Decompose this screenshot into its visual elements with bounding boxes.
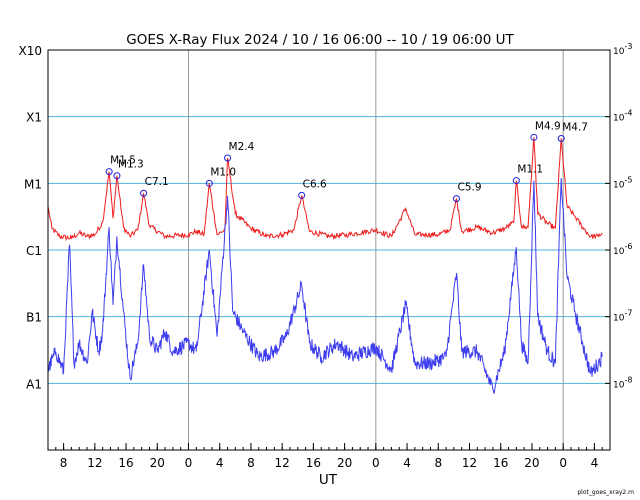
flare-label: M4.9 bbox=[535, 120, 561, 132]
x-tick-label: 20 bbox=[150, 456, 165, 470]
x-tick-label: 20 bbox=[337, 456, 352, 470]
x-tick-label: 4 bbox=[403, 456, 411, 470]
plot-credit: plot_goes_xray2.m bbox=[577, 489, 634, 496]
flare-label: M1.5 bbox=[110, 155, 136, 167]
flare-marker bbox=[512, 177, 520, 185]
right-tick-label: 10-5 bbox=[613, 175, 632, 190]
axes: X10 X1 M1 C1 B1 A1 10-3 10-4 10-5 10-6 10-7 10-8 8 12… bbox=[19, 42, 633, 470]
flare-marker bbox=[557, 135, 565, 143]
flare-label: C7.1 bbox=[145, 176, 169, 188]
flare-marker bbox=[530, 133, 538, 141]
flare-label: M2.4 bbox=[229, 141, 255, 153]
flare-marker bbox=[298, 191, 306, 199]
left-tick-label: X1 bbox=[26, 111, 42, 125]
left-tick-label: B1 bbox=[26, 311, 42, 325]
x-tick-label: 12 bbox=[87, 456, 102, 470]
x-tick-label: 4 bbox=[591, 456, 599, 470]
left-tick-label: C1 bbox=[26, 244, 42, 258]
x-tick-label: 8 bbox=[247, 456, 255, 470]
x-tick-label: 0 bbox=[185, 456, 193, 470]
x-tick-label: 4 bbox=[216, 456, 224, 470]
flare-marker bbox=[224, 154, 232, 162]
right-tick-label: 10-3 bbox=[613, 42, 632, 57]
right-tick-label: 10-7 bbox=[613, 309, 632, 324]
x-tick-label: 12 bbox=[462, 456, 477, 470]
left-tick-label: A1 bbox=[26, 377, 42, 391]
flare-marker bbox=[452, 195, 460, 203]
x-tick-label: 16 bbox=[118, 456, 133, 470]
right-tick-label: 10-6 bbox=[613, 242, 632, 257]
flare-label: M1.0 bbox=[210, 166, 236, 178]
series-layer bbox=[47, 137, 603, 394]
x-tick-label: 20 bbox=[524, 456, 539, 470]
chart-title: GOES X-Ray Flux 2024 / 10 / 16 06:00 -- … bbox=[126, 32, 514, 48]
flare-label: M1.3 bbox=[118, 159, 144, 171]
series-line bbox=[47, 178, 603, 394]
flare-marker bbox=[113, 172, 121, 180]
flare-label: M4.7 bbox=[562, 122, 588, 134]
flare-marker bbox=[205, 179, 213, 187]
x-axis-label: UT bbox=[319, 472, 338, 488]
x-tick-label: 16 bbox=[493, 456, 508, 470]
flare-marker bbox=[105, 168, 113, 176]
flare-marker bbox=[140, 189, 148, 197]
flare-label: C6.6 bbox=[303, 178, 327, 190]
x-tick-label: 0 bbox=[559, 456, 567, 470]
right-tick-label: 10-8 bbox=[613, 375, 632, 390]
right-tick-label: 10-4 bbox=[613, 109, 632, 124]
grid-layer bbox=[48, 50, 610, 450]
x-tick-label: 8 bbox=[434, 456, 442, 470]
flare-label: C5.9 bbox=[457, 182, 481, 194]
series-line bbox=[47, 137, 603, 242]
flare-markers: M1.5M1.3C7.1 M1.0 M2.4 C6.6 C5.9 M1.1 M4.9 M4.7 bbox=[105, 120, 588, 203]
x-tick-label: 12 bbox=[275, 456, 290, 470]
left-tick-label: M1 bbox=[24, 177, 42, 191]
x-tick-label: 0 bbox=[372, 456, 380, 470]
left-tick-label: X10 bbox=[19, 44, 43, 58]
flare-label: M1.1 bbox=[517, 164, 543, 176]
x-tick-label: 8 bbox=[60, 456, 68, 470]
x-tick-label: 16 bbox=[306, 456, 321, 470]
